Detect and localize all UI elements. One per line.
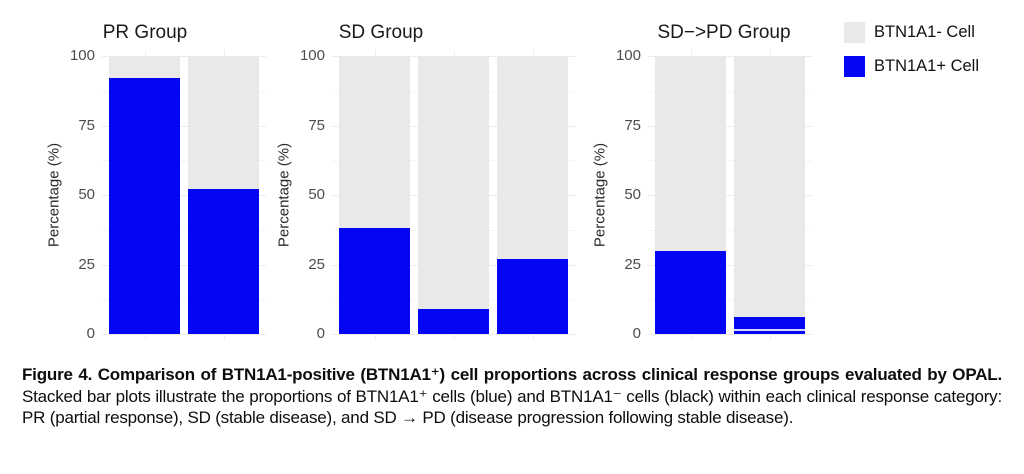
y-tick-label: 75	[308, 116, 325, 134]
y-axis-ticks: 0 25 50 75 100	[294, 47, 332, 342]
panel-title-sd-pd: SD−>PD Group	[657, 22, 791, 43]
bar-segment-btn1a1-positive	[734, 317, 805, 334]
major-gridline	[648, 195, 812, 196]
y-axis-title: Percentage (%)	[45, 142, 63, 248]
plot-area-sd	[332, 50, 575, 340]
bar-segment-btn1a1-negative	[497, 56, 568, 259]
major-gridline	[102, 195, 266, 196]
legend: BTN1A1- Cell BTN1A1+ Cell	[844, 10, 979, 77]
bar-segment-btn1a1-negative	[655, 56, 726, 251]
minor-gridline	[648, 299, 812, 301]
y-tick-label: 75	[78, 116, 95, 134]
major-gridline	[102, 334, 266, 335]
charts-row: PR Group Percentage (%) 0 25 50 75 100 SD Gr…	[44, 10, 979, 342]
bar-segment-btn1a1-negative	[339, 56, 410, 229]
bar-segment-btn1a1-negative	[109, 56, 180, 79]
y-tick-label: 0	[86, 325, 95, 342]
y-tick-label: 25	[624, 255, 641, 273]
legend-swatch-blue	[844, 56, 865, 77]
stacked-bar	[734, 56, 805, 334]
legend-entry-btn1a1-negative: BTN1A1- Cell	[844, 22, 979, 43]
bar-segment-btn1a1-positive	[418, 308, 489, 334]
bar-segment-btn1a1-negative	[188, 56, 259, 190]
y-tick-label: 50	[308, 186, 325, 203]
legend-label: BTN1A1+ Cell	[874, 57, 980, 75]
major-gridline	[648, 125, 812, 127]
y-axis-ticks: 0 25 50 75 100	[610, 47, 648, 342]
y-tick-label: 100	[299, 47, 325, 64]
minor-gridline	[648, 229, 812, 231]
panel-body: Percentage (%) 0 25 50 75 100	[274, 47, 575, 342]
y-tick-label: 100	[615, 47, 641, 64]
panel-body: Percentage (%) 0 25 50 75 100	[590, 47, 812, 342]
legend-swatch-gray	[844, 22, 865, 43]
panel-sd-group: SD Group Percentage (%) 0 25 50 75 100	[274, 10, 575, 342]
minor-gridline	[102, 160, 266, 162]
y-tick-label: 0	[632, 325, 641, 342]
panel-title-sd: SD Group	[338, 22, 424, 43]
legend-label: BTN1A1- Cell	[874, 23, 975, 41]
panel-body: Percentage (%) 0 25 50 75 100	[44, 47, 266, 342]
bar-segment-btn1a1-positive	[339, 228, 410, 334]
stacked-bar	[418, 56, 489, 334]
major-gridline	[102, 125, 266, 127]
stacked-bar	[109, 56, 180, 334]
major-gridline	[648, 56, 812, 57]
y-axis-title: Percentage (%)	[275, 142, 293, 248]
stacked-bar	[497, 56, 568, 334]
y-tick-label: 25	[308, 255, 325, 273]
bar-divider	[734, 329, 805, 332]
figure-caption: Figure 4. Comparison of BTN1A1-positive …	[22, 364, 1002, 429]
legend-entry-btn1a1-positive: BTN1A1+ Cell	[844, 56, 979, 77]
panel-sd-pd-group: SD−>PD Group Percentage (%) 0 25 50 75 100	[590, 10, 812, 342]
bar-segment-btn1a1-positive	[188, 189, 259, 334]
caption-regular-text: Stacked bar plots illustrate the proport…	[22, 386, 1002, 428]
major-gridline	[648, 264, 812, 266]
y-tick-label: 50	[78, 186, 95, 203]
panel-title-pr: PR Group	[102, 22, 188, 43]
minor-gridline	[102, 299, 266, 301]
minor-gridline	[102, 229, 266, 231]
minor-gridline	[102, 90, 266, 92]
panel-pr-group: PR Group Percentage (%) 0 25 50 75 100	[44, 10, 266, 342]
y-axis-title: Percentage (%)	[591, 142, 609, 248]
plot-area-sd-pd	[648, 50, 812, 340]
stacked-bar	[188, 56, 259, 334]
bar-segment-btn1a1-negative	[418, 56, 489, 309]
bar-segment-btn1a1-negative	[734, 56, 805, 318]
major-gridline	[102, 264, 266, 266]
stacked-bar	[655, 56, 726, 334]
y-tick-label: 100	[69, 47, 95, 64]
y-axis-ticks: 0 25 50 75 100	[64, 47, 102, 342]
bar-segment-btn1a1-positive	[109, 78, 180, 334]
caption-bold-text: Figure 4. Comparison of BTN1A1-positive …	[22, 365, 1002, 384]
y-tick-label: 25	[78, 255, 95, 273]
y-tick-label: 0	[316, 325, 325, 342]
minor-gridline	[648, 160, 812, 162]
plot-area-pr	[102, 50, 266, 340]
bar-segment-btn1a1-positive	[655, 250, 726, 334]
minor-gridline	[648, 90, 812, 92]
y-tick-label: 75	[624, 116, 641, 134]
major-gridline	[102, 56, 266, 57]
y-tick-label: 50	[624, 186, 641, 203]
major-gridline	[648, 334, 812, 335]
bar-segment-btn1a1-positive	[497, 258, 568, 334]
stacked-bar	[339, 56, 410, 334]
